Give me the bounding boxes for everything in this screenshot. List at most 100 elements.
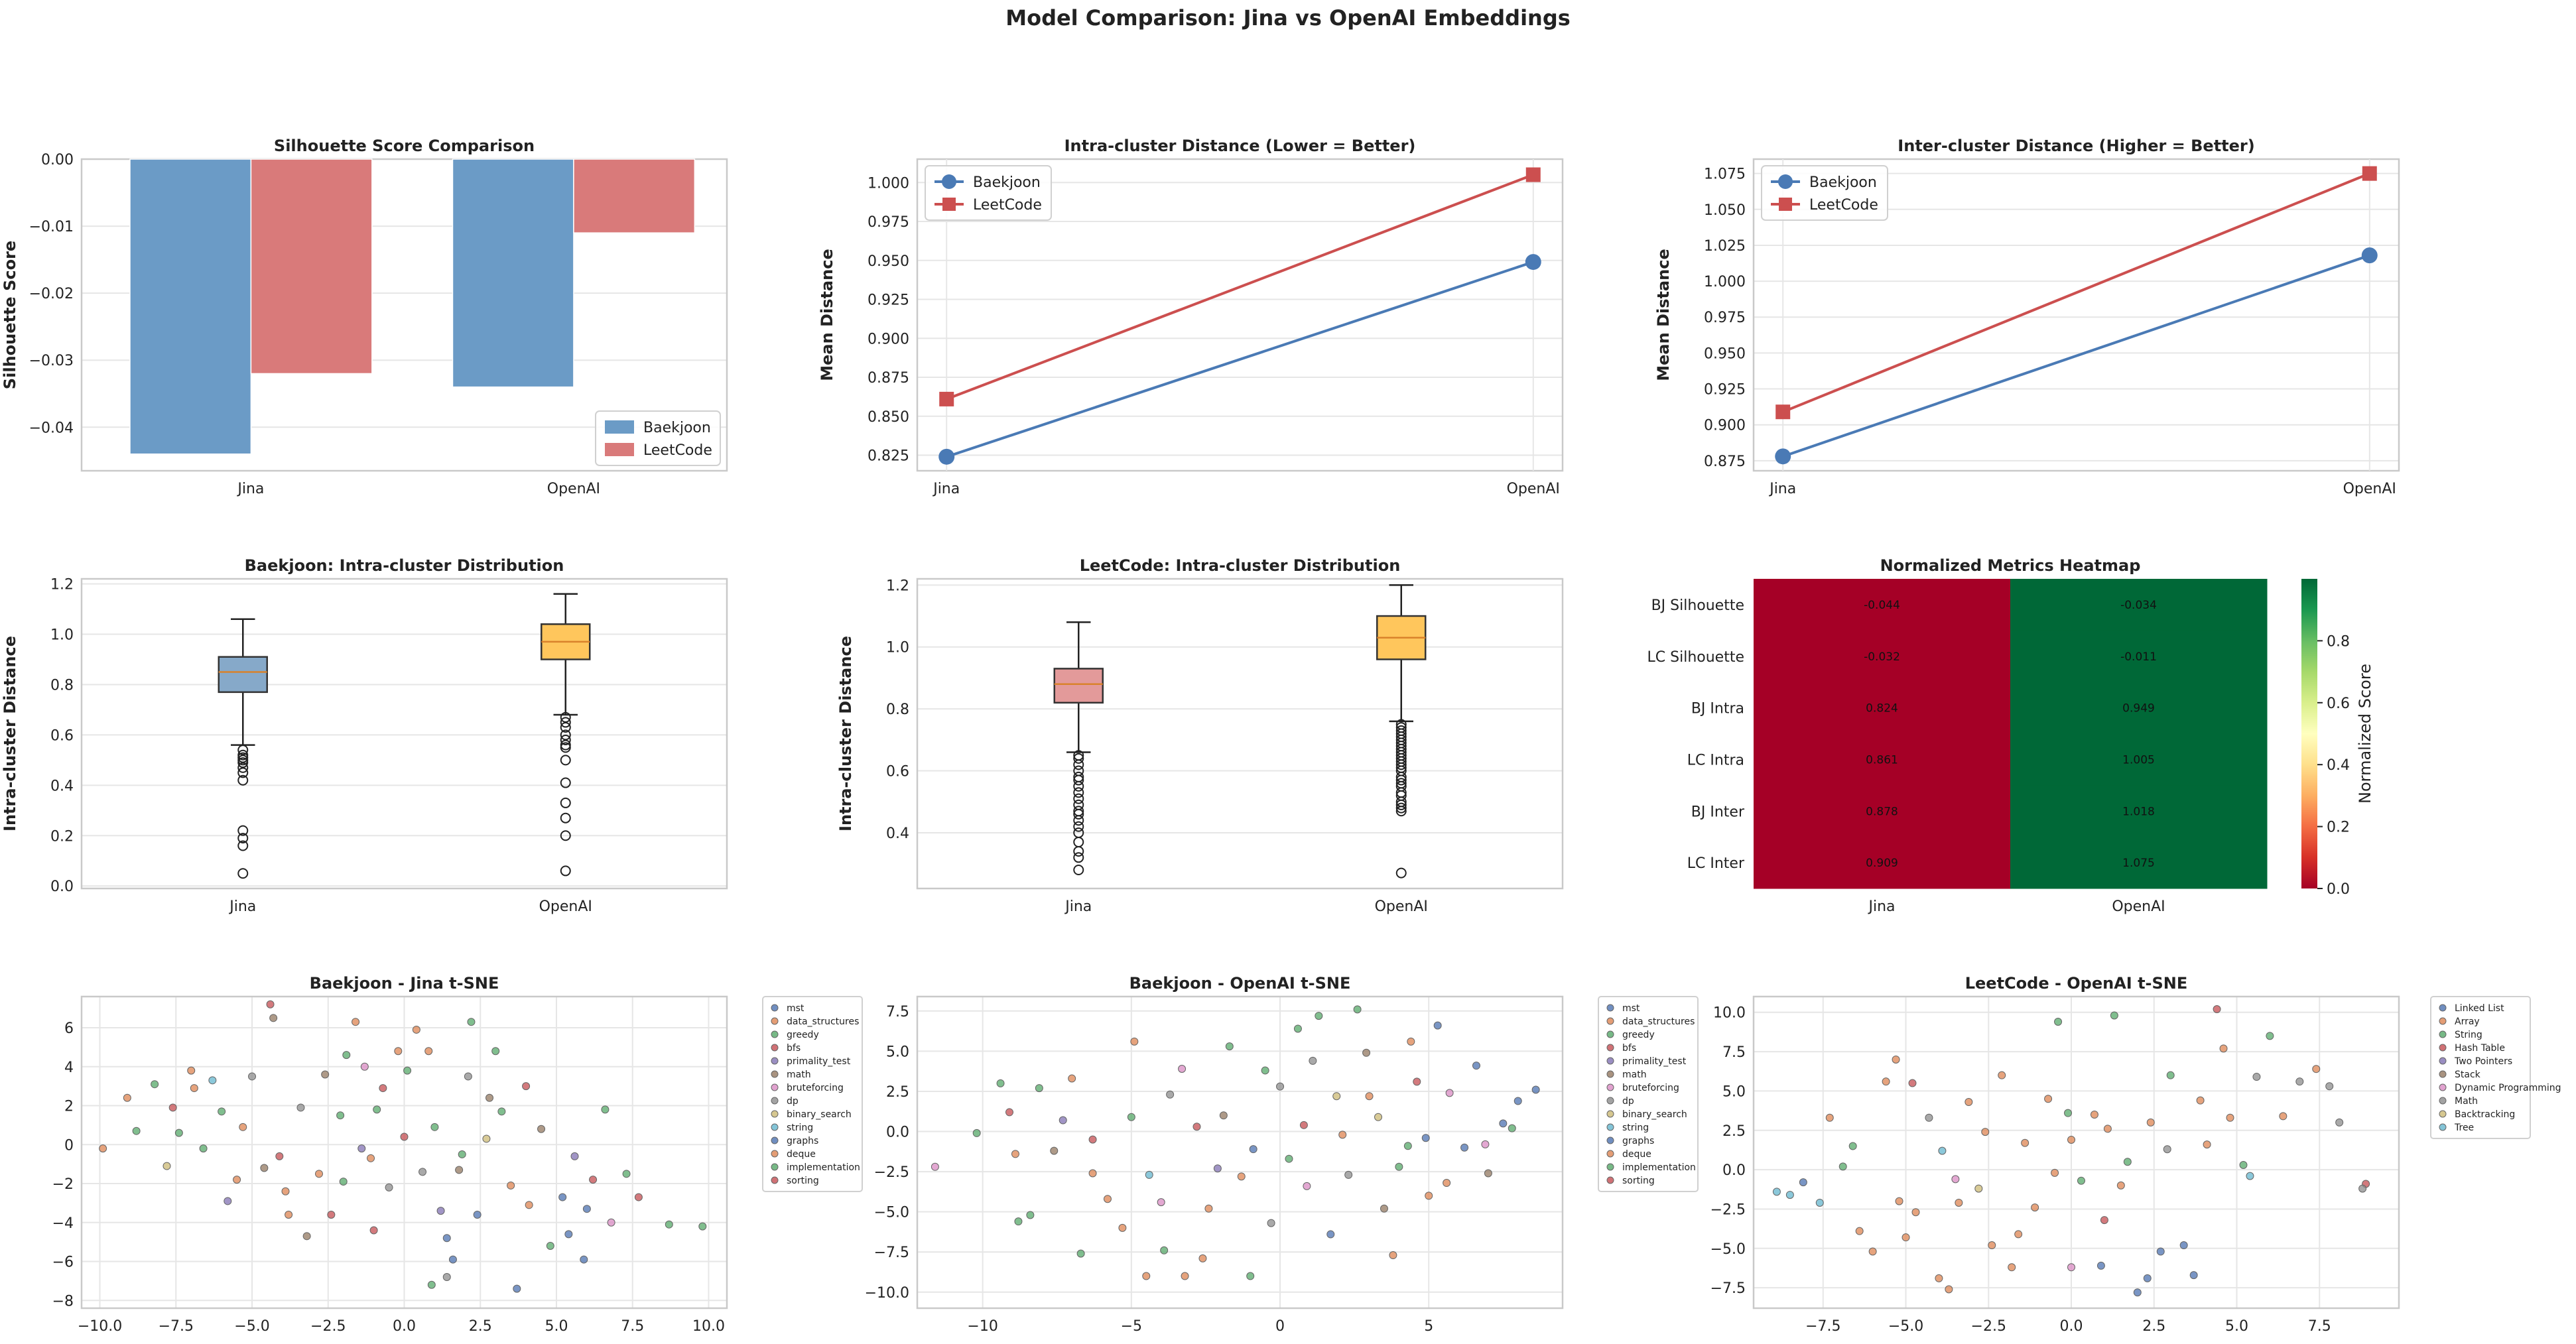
scatter-point <box>448 1255 457 1264</box>
legend-label: mst <box>1622 1003 1640 1014</box>
outlier-point <box>560 742 571 753</box>
legend-marker <box>1606 1123 1614 1131</box>
heatmap-cell <box>1754 837 2011 889</box>
y-axis-label: Intra-cluster Distance <box>836 636 855 831</box>
scatter-point <box>1964 1098 1973 1107</box>
scatter-point <box>239 1123 247 1131</box>
x-tick-label: −2.5 <box>1971 1318 2006 1335</box>
axes-frame <box>80 158 728 472</box>
y-tick-label: 1.075 <box>1704 166 1746 183</box>
scatter-point <box>2163 1145 2171 1154</box>
scatter-point <box>464 1072 472 1081</box>
scatter-point <box>2051 1168 2059 1177</box>
scatter-point <box>570 1152 579 1160</box>
legend-label: data_structures <box>1622 1016 1695 1027</box>
y-tick-label: 1.025 <box>1704 238 1746 255</box>
scatter-point <box>1293 1024 1302 1033</box>
x-tick-label: Jina <box>932 481 960 497</box>
scatter-point <box>1895 1197 1903 1205</box>
column-label: Jina <box>1867 898 1895 915</box>
data-point-leetcode <box>1775 404 1791 420</box>
cell-value-label: 0.861 <box>1866 753 1898 766</box>
scatter-point <box>482 1134 491 1143</box>
legend-label: deque <box>1622 1149 1651 1160</box>
scatter-point <box>1998 1071 2006 1079</box>
x-tick-label: −5.0 <box>234 1318 269 1335</box>
scatter-point <box>1267 1219 1275 1227</box>
scatter-point <box>485 1093 494 1102</box>
y-tick-label: 0.825 <box>868 448 909 465</box>
outlier-point <box>1073 815 1084 826</box>
scatter-point <box>580 1255 588 1264</box>
outlier-point <box>1073 774 1084 786</box>
legend-marker <box>771 1083 779 1091</box>
scatter-point <box>199 1144 208 1153</box>
scatter-point <box>367 1154 375 1162</box>
scatter-point <box>218 1107 226 1116</box>
x-tick-label: 2.5 <box>2142 1318 2165 1335</box>
bar-baekjoon-openai <box>452 158 574 388</box>
box-jina <box>1053 668 1104 704</box>
x-tick-label: 7.5 <box>621 1318 644 1335</box>
outlier-point <box>1395 759 1407 770</box>
scatter-point <box>1433 1021 1442 1030</box>
y-tick-label: −8 <box>52 1293 74 1310</box>
y-tick-label: −2.5 <box>874 1164 909 1181</box>
x-tick-label: 7.5 <box>2308 1318 2331 1335</box>
scatter-point <box>2239 1160 2248 1169</box>
outlier-point <box>1073 821 1084 832</box>
legend-label: bruteforcing <box>1622 1083 1679 1093</box>
scatter-point <box>1981 1128 1990 1136</box>
x-tick-label: 2.5 <box>469 1318 492 1335</box>
y-tick-label: 4 <box>64 1060 74 1076</box>
y-tick-label: 0.875 <box>868 370 909 387</box>
outlier-point <box>560 812 571 824</box>
scatter-point <box>473 1211 482 1219</box>
scatter-point <box>513 1284 521 1293</box>
scatter-point <box>275 1152 284 1160</box>
scatter-point <box>1026 1211 1035 1219</box>
data-point-baekjoon <box>1525 254 1541 271</box>
outlier-point <box>560 711 571 723</box>
y-tick-label: 0.4 <box>50 778 74 794</box>
legend-label: string <box>1622 1123 1649 1133</box>
outlier-point <box>1073 852 1084 863</box>
legend-label: Baekjoon <box>973 174 1041 191</box>
series-line-leetcode <box>946 173 1534 400</box>
outlier-point <box>1395 867 1407 879</box>
scatter-point <box>2008 1263 2016 1272</box>
scatter-point <box>2213 1005 2221 1013</box>
scatter-point <box>1338 1130 1347 1139</box>
cell-value-label: -0.034 <box>2120 599 2157 612</box>
y-tick-label: 0.850 <box>868 409 909 426</box>
scatter-point <box>2252 1073 2261 1081</box>
y-tick-label: 1.000 <box>1704 274 1746 290</box>
y-tick-label: 0.2 <box>50 828 74 845</box>
scatter-point <box>2179 1241 2188 1250</box>
scatter-point <box>379 1084 387 1093</box>
legend-label: implementation <box>1622 1162 1696 1173</box>
legend-label: graphs <box>787 1136 818 1146</box>
legend-label: dp <box>787 1096 799 1107</box>
heatmap-cell <box>1754 630 2011 683</box>
y-tick-label: 0.6 <box>50 727 74 744</box>
scatter-point <box>1472 1062 1480 1070</box>
scatter-point <box>1848 1142 1857 1150</box>
scatter-point <box>1838 1162 1847 1171</box>
scatter-point <box>2103 1125 2112 1133</box>
outlier-point <box>560 722 571 733</box>
legend-swatch <box>605 420 634 434</box>
scatter-point <box>99 1144 107 1153</box>
y-tick-label: −0.04 <box>29 420 74 436</box>
scatter-point <box>491 1047 500 1056</box>
scatter-point <box>2067 1136 2076 1144</box>
data-point-baekjoon <box>1775 448 1791 465</box>
legend-label: Baekjoon <box>1809 174 1877 191</box>
scatter-point <box>1908 1079 1917 1087</box>
legend-marker <box>1779 198 1792 211</box>
y-tick-label: 7.5 <box>886 1004 909 1020</box>
y-tick-label: 0.925 <box>868 292 909 309</box>
scatter-point <box>2312 1065 2321 1073</box>
scatter-point <box>1005 1108 1013 1117</box>
scatter-point <box>1332 1092 1341 1101</box>
